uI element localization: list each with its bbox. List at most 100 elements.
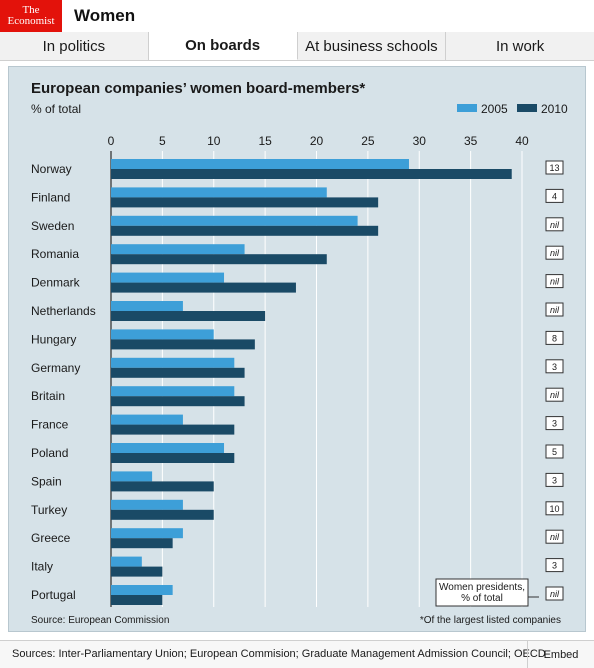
legend-label-2005: 2005 [481,102,508,116]
bar-2005 [111,528,183,539]
category-label: Turkey [31,503,67,517]
x-tick-label: 40 [515,134,529,148]
side-value-label: nil [550,390,560,400]
legend-label-2010: 2010 [541,102,568,116]
side-value-box [545,444,564,459]
bar-2010 [111,339,255,350]
side-value-label: 13 [549,163,559,173]
bar-2005 [111,471,153,482]
side-value-box [545,217,564,232]
bar-2010 [111,566,163,577]
bar-2005 [111,159,409,169]
category-label: Spain [31,474,62,488]
logo-line-2: Economist [7,15,55,27]
bar-chart: European companies’ women board-members*… [31,80,568,626]
callout-label-line-2: % of total [461,593,503,604]
bar-2010 [111,481,214,492]
x-tick-label: 25 [361,134,375,148]
bar-2010 [111,197,379,208]
tab-bar: In politics On boards At business school… [0,32,594,61]
side-value-box [545,359,564,374]
bar-2005 [111,443,225,453]
tab-on-boards[interactable]: On boards [148,32,298,60]
bar-2005 [111,329,214,340]
side-value-box [545,586,564,601]
side-value-box [545,529,564,544]
bar-2010 [111,396,245,407]
bar-2005 [111,386,235,397]
category-label: Finland [31,190,70,204]
category-labels: Norway Finland Sweden Romania Denmark Netherl… [31,162,96,602]
bar-2005 [111,215,358,226]
x-tick-label: 0 [108,134,115,148]
side-value-label: nil [550,220,560,230]
side-value-label: nil [550,248,560,258]
page-title: Women [74,6,136,25]
side-value-box [545,472,564,487]
embed-button[interactable]: Embed [527,641,594,668]
bar-2010 [111,595,163,605]
side-value-box [545,330,564,345]
logo-line-1: The [22,4,40,16]
side-value-box [545,274,564,289]
category-label: Greece [31,531,71,545]
category-label: France [31,418,69,432]
bar-2010 [111,311,266,321]
tab-in-politics[interactable]: In politics [0,32,149,60]
side-value-label: nil [550,277,560,287]
chart-footnote: *Of the largest listed companies [420,615,561,626]
side-value-box [545,160,564,175]
bar-2010 [111,424,235,435]
x-tick-labels: 0 5 10 15 20 25 30 35 40 [108,134,529,148]
category-label: Poland [31,446,68,460]
x-tick-label: 30 [413,134,427,148]
callout-label-line-1: Women presidents, [439,582,525,593]
chart-subtitle: % of total [31,102,81,116]
category-label: Netherlands [31,304,96,318]
category-label: Romania [31,247,79,261]
category-label: Italy [31,560,53,574]
bar-2005 [111,244,245,255]
side-value-box [545,302,564,317]
chart-title: European companies’ women board-members* [31,80,365,97]
side-value-box [545,245,564,260]
side-value-label: 3 [552,362,557,372]
category-label: Portugal [31,588,76,602]
bar-2005 [111,414,183,425]
side-value-box [545,558,564,573]
bar-2010 [111,169,512,179]
category-label: Britain [31,389,65,403]
side-value-label: 5 [552,447,557,457]
tab-at-business-schools[interactable]: At business schools [297,32,447,60]
header: The Economist Women [0,0,594,33]
legend-swatch-2010 [517,104,537,112]
bars [111,159,512,605]
side-value-box [545,387,564,402]
category-label: Norway [31,162,72,176]
side-value-boxes: 13 4 nil nil nil nil 8 3 nil 3 5 3 10 nil 3 nil [545,160,564,601]
side-value-label: nil [550,589,560,599]
x-tick-label: 5 [159,134,166,148]
side-value-box [545,188,564,203]
economist-logo[interactable]: The Economist [0,0,62,32]
side-value-box [545,416,564,431]
bar-2010 [111,254,327,265]
category-label: Denmark [31,276,81,290]
tab-in-work[interactable]: In work [446,32,594,60]
bar-2005 [111,187,327,198]
side-value-label: 4 [552,191,557,201]
bar-2005 [111,585,173,595]
side-value-label: 3 [552,561,557,571]
bar-2010 [111,509,214,520]
side-value-label: 3 [552,419,557,429]
x-tick-label: 20 [310,134,324,148]
x-tick-label: 35 [464,134,478,148]
category-label: Germany [31,361,80,375]
category-label: Sweden [31,219,74,233]
bar-2005 [111,357,235,368]
bar-2005 [111,272,225,283]
bar-2005 [111,556,142,567]
footer: Sources: Inter-Parliamentary Union; Euro… [0,640,594,668]
x-tick-label: 15 [258,134,272,148]
